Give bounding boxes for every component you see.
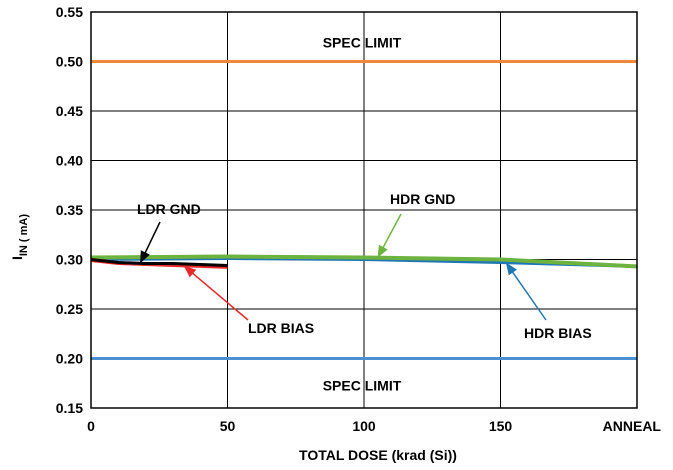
series-lines	[90, 254, 638, 269]
x-tick-label: 0	[87, 418, 95, 434]
series-line	[90, 258, 228, 267]
annotation-arrowhead	[505, 262, 517, 276]
y-tick-label: 0.25	[56, 301, 83, 317]
x-axis-title: TOTAL DOSE (krad (Si))	[299, 447, 457, 463]
annotation-arrowhead	[183, 265, 197, 278]
x-tick-label: 150	[489, 418, 513, 434]
series-line	[90, 254, 638, 269]
y-axis-title-main: I	[9, 256, 25, 260]
spec-limit-label: SPEC LIMIT	[323, 35, 402, 51]
y-tick-label: 0.50	[56, 54, 83, 70]
x-tick-label: ANNEAL	[603, 418, 662, 434]
annotation-label: HDR GND	[390, 191, 455, 207]
y-tick-labels: 0.15 0.20 0.25 0.30 0.35 0.40 0.45 0.50 0.55	[56, 4, 83, 416]
y-tick-label: 0.35	[56, 202, 83, 218]
y-tick-label: 0.15	[56, 400, 83, 416]
y-axis-title-sub: IN ( mA)	[18, 214, 30, 257]
annotation-arrowhead	[140, 250, 150, 264]
y-tick-label: 0.55	[56, 4, 83, 20]
y-axis-title: IIN ( mA)	[9, 214, 30, 260]
y-tick-label: 0.45	[56, 103, 83, 119]
annotation-label: LDR GND	[137, 201, 201, 217]
annotations: SPEC LIMIT SPEC LIMIT LDR GND LDR BIAS HDR G…	[137, 35, 592, 394]
annotation-label: HDR BIAS	[524, 325, 592, 341]
y-tick-label: 0.30	[56, 252, 83, 268]
x-tick-label: 50	[220, 418, 236, 434]
spec-limit-label: SPEC LIMIT	[323, 378, 402, 394]
annotation-arrowhead	[377, 244, 388, 258]
annotation-label: LDR BIAS	[248, 320, 314, 336]
annotation-arrow	[183, 265, 249, 321]
x-tick-labels: 0 50 100 150 ANNEAL	[87, 418, 661, 434]
x-tick-label: 100	[352, 418, 376, 434]
spec-limit-lines	[91, 60, 637, 360]
y-tick-label: 0.40	[56, 153, 83, 169]
y-tick-label: 0.20	[56, 351, 83, 367]
plot-frame	[90, 11, 638, 409]
